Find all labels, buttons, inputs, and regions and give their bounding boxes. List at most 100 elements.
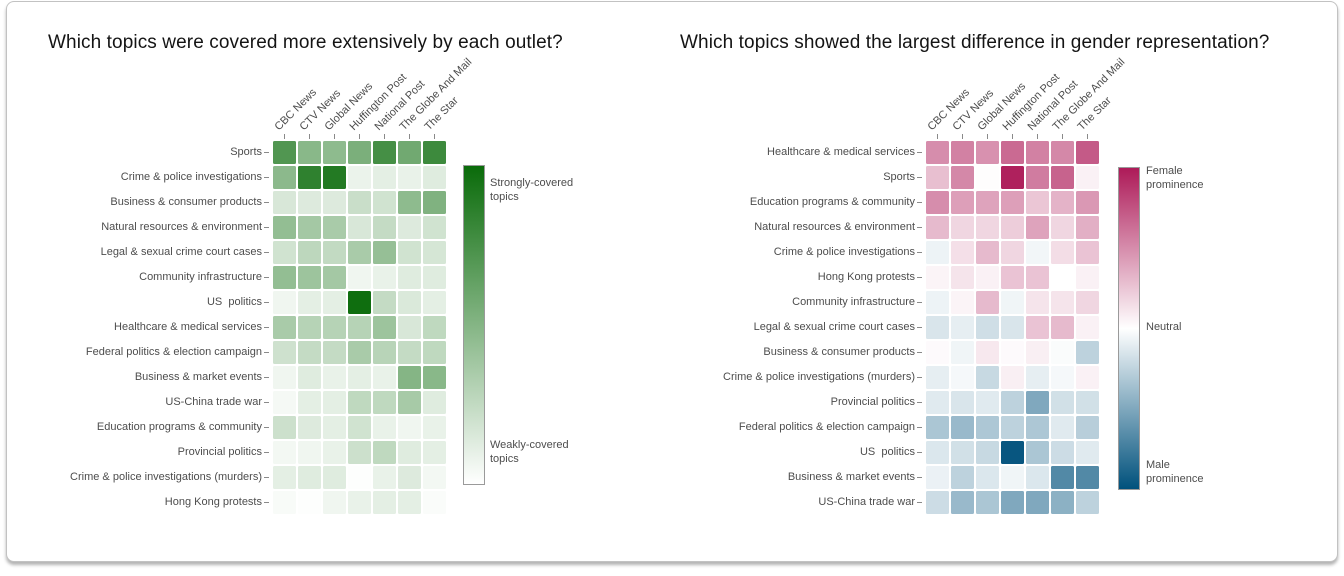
heatmap-cell <box>925 140 950 165</box>
heatmap-cell <box>422 240 447 265</box>
gender-colorbar-low-label: Male prominence <box>1146 459 1204 485</box>
y-tick <box>917 352 922 353</box>
x-tick <box>434 134 435 139</box>
heatmap-cell <box>372 215 397 240</box>
row-label: Healthcare & medical services <box>114 321 262 333</box>
heatmap-cell <box>975 165 1000 190</box>
heatmap-cell <box>272 365 297 390</box>
heatmap-cell <box>422 415 447 440</box>
heatmap-grid <box>925 140 1100 515</box>
heatmap-cell <box>322 340 347 365</box>
heatmap-cell <box>1050 490 1075 515</box>
heatmap-cell <box>372 465 397 490</box>
heatmap-cell <box>322 140 347 165</box>
y-tick <box>917 152 922 153</box>
heatmap-cell <box>925 465 950 490</box>
heatmap-cell <box>925 440 950 465</box>
heatmap-cell <box>322 440 347 465</box>
y-tick <box>264 427 269 428</box>
heatmap-cell <box>925 415 950 440</box>
x-tick <box>937 134 938 139</box>
row-label: Provincial politics <box>830 396 915 408</box>
heatmap-cell <box>397 140 422 165</box>
heatmap-cell <box>322 465 347 490</box>
heatmap-cell <box>347 190 372 215</box>
heatmap-cell <box>397 490 422 515</box>
y-tick <box>917 252 922 253</box>
heatmap-cell <box>1050 190 1075 215</box>
heatmap-cell <box>1050 315 1075 340</box>
y-tick <box>917 502 922 503</box>
x-tick <box>334 134 335 139</box>
heatmap-cell <box>975 290 1000 315</box>
heatmap-cell <box>950 215 975 240</box>
heatmap-cell <box>322 490 347 515</box>
y-tick <box>264 402 269 403</box>
heatmap-cell <box>297 290 322 315</box>
heatmap-cell <box>272 465 297 490</box>
heatmap-cell <box>1000 465 1025 490</box>
gender-colorbar-mid-label: Neutral <box>1146 321 1182 333</box>
row-label: Crime & police investigations <box>773 246 915 258</box>
heatmap-cell <box>1000 265 1025 290</box>
heatmap-cell <box>975 390 1000 415</box>
heatmap-cell <box>950 265 975 290</box>
heatmap-cell <box>925 215 950 240</box>
row-label: Business & market events <box>134 371 262 383</box>
y-tick <box>264 452 269 453</box>
heatmap-cell <box>1025 215 1050 240</box>
y-tick <box>917 402 922 403</box>
heatmap-cell <box>397 265 422 290</box>
heatmap-cell <box>347 465 372 490</box>
heatmap-cell <box>925 390 950 415</box>
heatmap-cell <box>975 340 1000 365</box>
heatmap-cell <box>1000 240 1025 265</box>
heatmap-cell <box>347 365 372 390</box>
heatmap-cell <box>1025 490 1050 515</box>
heatmap-cell <box>1025 390 1050 415</box>
heatmap-cell <box>1050 440 1075 465</box>
heatmap-cell <box>1050 415 1075 440</box>
heatmap-cell <box>322 190 347 215</box>
heatmap-cell <box>925 315 950 340</box>
heatmap-cell <box>297 415 322 440</box>
heatmap-cell <box>347 440 372 465</box>
heatmap-cell <box>1000 165 1025 190</box>
coverage-colorbar-high-label: Strongly-covered topics <box>490 177 574 203</box>
y-tick <box>917 277 922 278</box>
heatmap-cell <box>397 340 422 365</box>
heatmap-cell <box>347 340 372 365</box>
heatmap-cell <box>297 190 322 215</box>
heatmap-cell <box>1050 340 1075 365</box>
heatmap-cell <box>950 165 975 190</box>
heatmap-cell <box>372 490 397 515</box>
y-tick <box>917 327 922 328</box>
heatmap-cell <box>975 240 1000 265</box>
heatmap-cell <box>272 390 297 415</box>
row-label: Community infrastructure <box>139 271 262 283</box>
heatmap-cell <box>422 440 447 465</box>
x-tick <box>384 134 385 139</box>
y-tick <box>917 477 922 478</box>
y-tick <box>917 177 922 178</box>
heatmap-cell <box>422 265 447 290</box>
heatmap-cell <box>347 265 372 290</box>
heatmap-cell <box>372 440 397 465</box>
heatmap-cell <box>347 140 372 165</box>
heatmap-cell <box>1025 315 1050 340</box>
heatmap-cell <box>1025 440 1050 465</box>
gender-colorbar-high-label: Female prominence <box>1146 165 1204 191</box>
heatmap-cell <box>950 315 975 340</box>
heatmap-cell <box>422 365 447 390</box>
heatmap-cell <box>422 140 447 165</box>
x-tick <box>359 134 360 139</box>
heatmap-cell <box>372 315 397 340</box>
heatmap-cell <box>347 290 372 315</box>
heatmap-cell <box>322 215 347 240</box>
heatmap-cell <box>1000 365 1025 390</box>
heatmap-cell <box>322 390 347 415</box>
gender-heatmap: CBC News CTV News Global News Huffington Po… <box>723 56 1127 515</box>
heatmap-cell <box>975 140 1000 165</box>
y-tick <box>264 327 269 328</box>
heatmap-cell <box>975 465 1000 490</box>
